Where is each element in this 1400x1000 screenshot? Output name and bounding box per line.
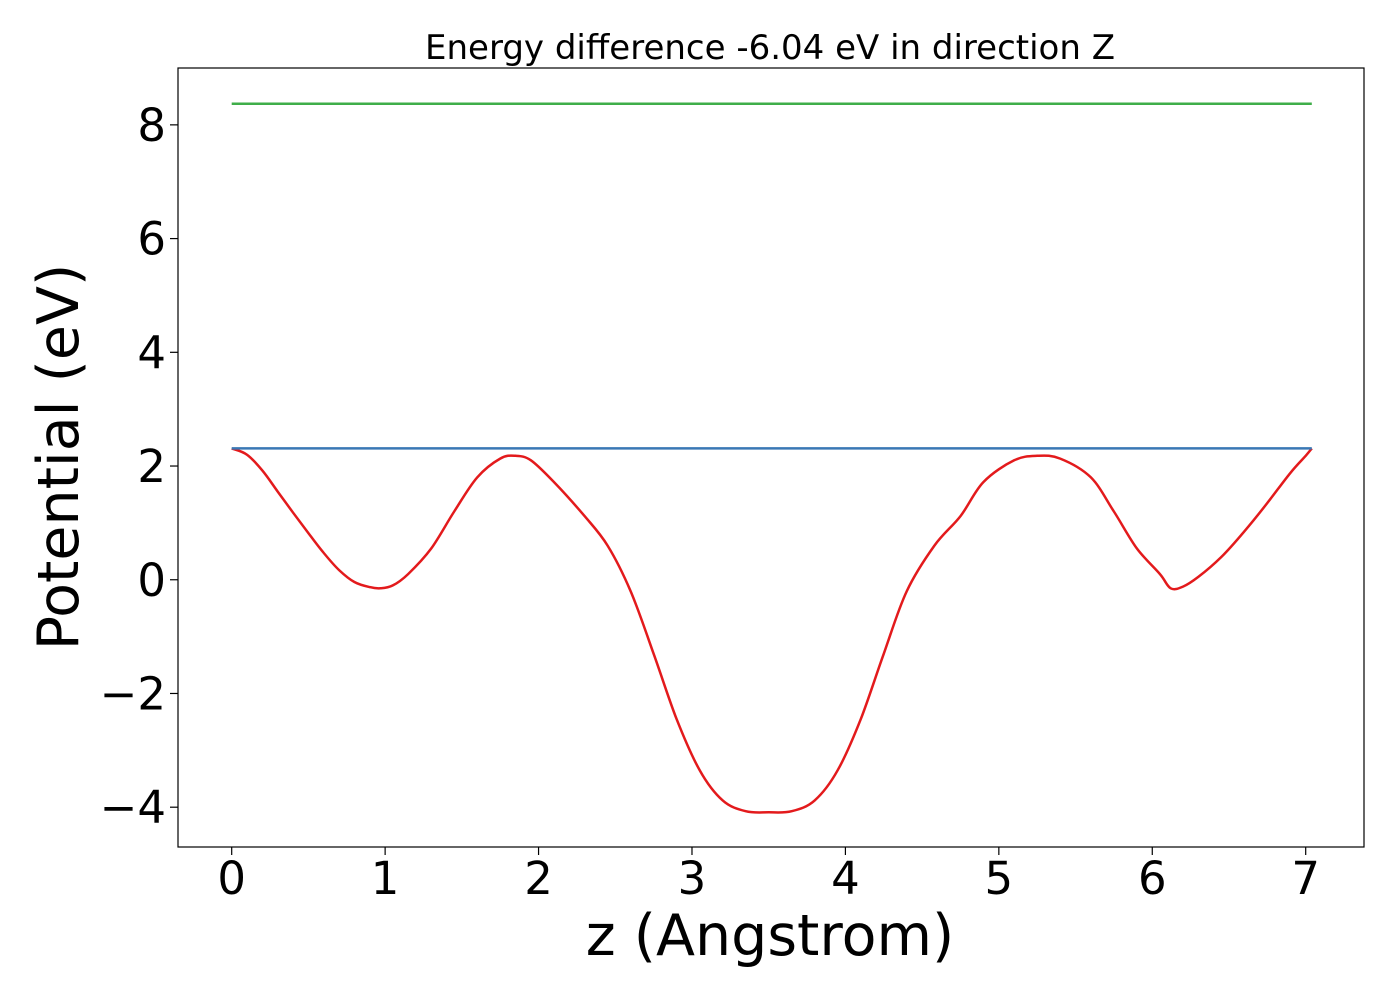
y-tick-label: 6 (137, 213, 166, 266)
x-tick-label: 0 (217, 852, 246, 905)
x-tick-label: 2 (524, 852, 553, 905)
series-line-1 (231, 447, 1313, 814)
x-tick-label: 4 (831, 852, 860, 905)
y-tick-label: −2 (100, 667, 166, 720)
series-layer (231, 102, 1313, 814)
y-axis-label: Potential (eV) (26, 264, 92, 650)
x-tick-label: 5 (985, 852, 1014, 905)
y-tick-label: 0 (137, 554, 166, 607)
x-tick-label: 7 (1291, 852, 1320, 905)
y-tick-label: 8 (137, 99, 166, 152)
y-tick-label: 4 (137, 326, 166, 379)
plot-frame (177, 67, 1365, 848)
chart-title: Energy difference -6.04 eV in direction … (425, 28, 1115, 68)
x-tick-label: 1 (371, 852, 400, 905)
x-axis-label: z (Angstrom) (586, 903, 954, 969)
y-tick-label: 2 (137, 440, 166, 493)
y-tick-label: −4 (100, 781, 166, 834)
ticks-layer: 0 1 2 3 4 5 6 7 −4 −2 0 2 4 6 8 (100, 99, 1320, 905)
x-tick-label: 3 (678, 852, 707, 905)
x-tick-label: 6 (1138, 852, 1167, 905)
